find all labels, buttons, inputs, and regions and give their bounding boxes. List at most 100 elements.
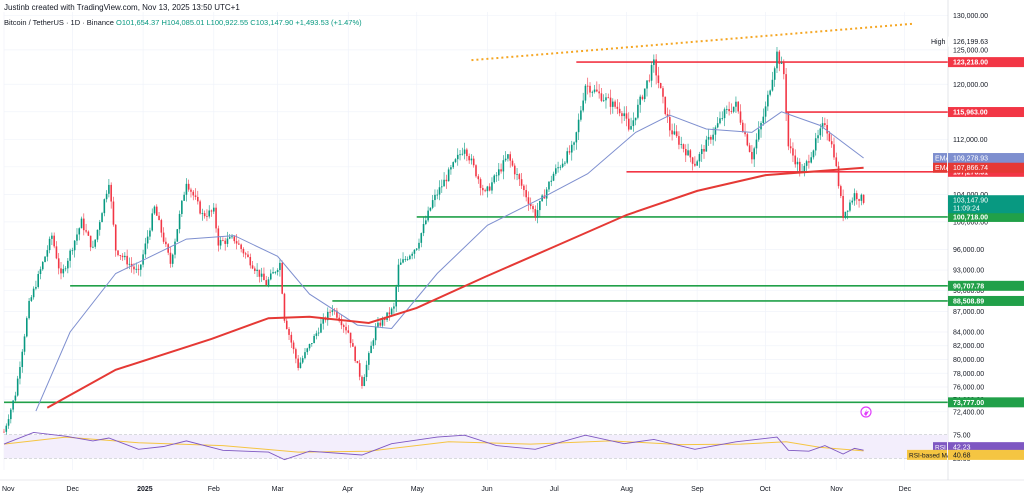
candle-body — [429, 207, 432, 211]
candle-body — [297, 358, 299, 368]
candle — [377, 317, 379, 329]
candle-body — [498, 169, 500, 176]
candle-body — [292, 342, 295, 350]
candle-body — [454, 159, 457, 163]
candle-body — [438, 187, 441, 195]
candle-body — [53, 235, 55, 247]
candle — [801, 163, 803, 173]
candle-body — [197, 196, 199, 202]
candle — [568, 145, 571, 155]
candle-body — [705, 139, 708, 152]
candle-body — [753, 148, 755, 160]
candle — [682, 143, 685, 153]
candle-body — [434, 194, 436, 201]
candle-body — [557, 167, 559, 169]
candle — [783, 59, 785, 80]
price-tag — [948, 195, 1024, 214]
candle-body — [411, 253, 413, 256]
candle — [625, 106, 628, 127]
candle-body — [165, 241, 167, 245]
candle — [16, 375, 19, 397]
candle — [3, 428, 5, 433]
candle-body — [55, 246, 58, 259]
candle-body — [315, 333, 318, 336]
candle-body — [83, 218, 85, 231]
candle-body — [418, 242, 420, 249]
candle-body — [326, 311, 329, 321]
candle — [703, 144, 705, 159]
candle-body — [817, 135, 819, 139]
candle-body — [443, 179, 445, 187]
candle-body — [630, 126, 632, 130]
candle — [819, 123, 822, 140]
candle-body — [675, 131, 678, 137]
candle-body — [251, 265, 254, 269]
candle — [849, 199, 851, 213]
candle — [851, 197, 854, 205]
candle — [555, 164, 557, 176]
candle — [53, 232, 55, 249]
candle-body — [368, 353, 370, 365]
candle — [475, 164, 477, 178]
candle-body — [805, 161, 808, 166]
candle — [288, 327, 290, 340]
candle-body — [140, 264, 142, 270]
candle-body — [26, 318, 28, 337]
candle-body — [30, 297, 33, 301]
candle — [714, 125, 717, 142]
candle-body — [780, 62, 783, 64]
candle-body — [80, 218, 83, 229]
level-tag-label: 107,276.31 — [953, 169, 988, 176]
candle-body — [673, 131, 676, 135]
candle-body — [108, 184, 110, 194]
horizontal-levels — [4, 61, 948, 404]
candle-body — [381, 318, 384, 326]
candle — [358, 359, 361, 381]
candle-body — [721, 118, 724, 119]
alert-icon[interactable] — [860, 406, 872, 418]
candle-body — [215, 207, 217, 229]
candle-body — [206, 216, 208, 217]
candle — [504, 151, 507, 162]
candle-body — [395, 286, 397, 307]
candle — [231, 233, 233, 239]
candle — [662, 86, 664, 104]
candle — [274, 271, 277, 275]
price-tag — [948, 153, 1024, 164]
candle — [833, 137, 835, 160]
candle — [767, 90, 769, 111]
candle — [263, 267, 265, 281]
candle-body — [194, 195, 197, 197]
candle — [393, 302, 395, 314]
candle — [525, 184, 527, 202]
candle-body — [550, 180, 553, 182]
candle — [691, 156, 694, 171]
candle-body — [719, 118, 721, 124]
level-tag-label: 100,718.00 — [953, 214, 988, 221]
candle — [566, 147, 569, 165]
candle-body — [361, 376, 363, 386]
candle — [491, 177, 493, 194]
candle — [425, 215, 427, 226]
candle-body — [151, 213, 154, 231]
rsi-tick: 75.00 — [953, 432, 971, 439]
candle-body — [826, 125, 828, 134]
candle — [573, 141, 575, 151]
candle-body — [171, 254, 174, 264]
level-tag — [948, 280, 1024, 291]
candle — [557, 161, 559, 173]
candle-body — [776, 51, 778, 69]
candle — [267, 276, 270, 288]
candle-body — [602, 100, 605, 102]
candle-body — [459, 154, 461, 156]
candle-body — [260, 273, 263, 277]
candle-body — [482, 187, 484, 191]
price-tag-value: 126,199.63 — [953, 39, 988, 46]
candle-body — [322, 318, 325, 324]
candle-body — [468, 156, 470, 161]
candle-body — [124, 255, 126, 258]
candle-body — [39, 269, 42, 275]
candle-body — [491, 182, 493, 191]
